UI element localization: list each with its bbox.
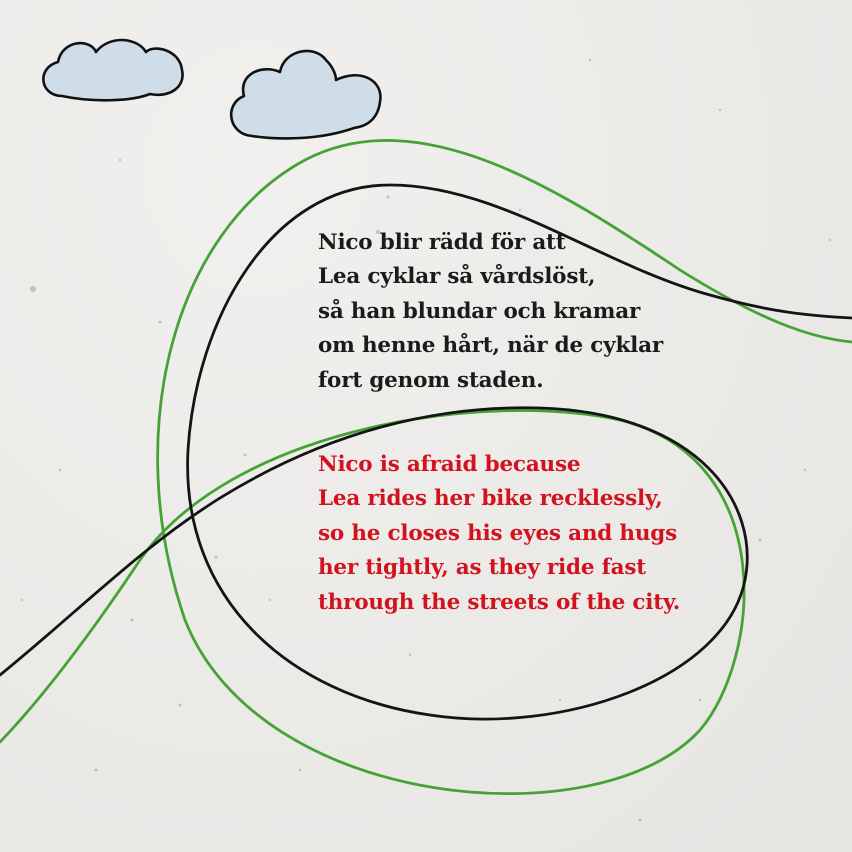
swedish-text-line: Nico blir rädd för att	[318, 230, 566, 255]
swedish-text-line: fort genom staden.	[318, 367, 544, 393]
swedish-text-line: om henne hårt, när de cyklar	[318, 333, 663, 359]
green-loop-line	[0, 139, 852, 795]
english-text-line: Lea rides her bike recklessly,	[318, 486, 663, 512]
black-loop-line	[0, 183, 852, 721]
english-text-line: Nico is afraid because	[318, 452, 581, 477]
swedish-text-line: Lea cyklar så vårdslöst,	[318, 264, 596, 290]
swedish-text-line: så han blundar och kramar	[318, 298, 641, 324]
background-speckles	[20, 58, 832, 822]
english-text-line: through the streets of the city.	[318, 589, 681, 615]
english-text-line: so he closes his eyes and hugs	[318, 520, 678, 546]
cloud-left	[42, 38, 184, 102]
swedish-text-block: Nico blir rädd för att Lea cyklar så vår…	[318, 226, 663, 398]
english-text-block: Nico is afraid because Lea rides her bik…	[318, 448, 680, 620]
cloud-right	[229, 49, 382, 140]
english-text-line: her tightly, as they ride fast	[318, 555, 647, 581]
